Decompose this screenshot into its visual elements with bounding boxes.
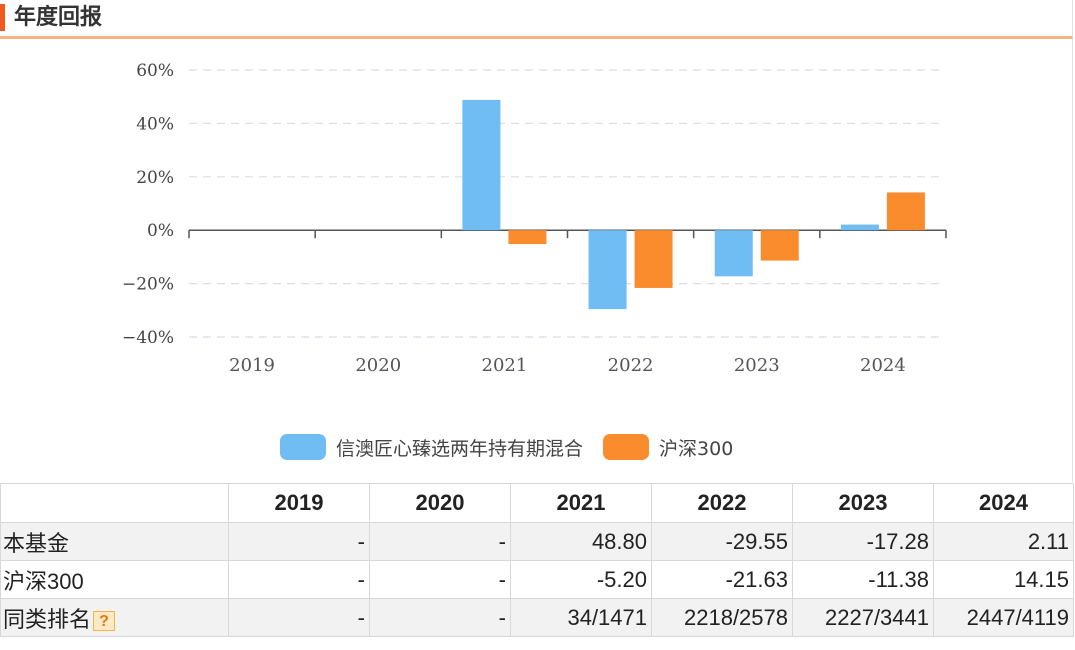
table-cell: - [228, 560, 370, 599]
legend-swatch-index [603, 434, 650, 460]
legend-label-fund: 信澳匠心臻选两年持有期混合 [336, 437, 584, 460]
row-label: 本基金 [0, 522, 229, 561]
annual-return-table-wrap: 2019 2020 2021 2022 2023 2024 本基金 - - 48… [0, 483, 1074, 637]
table-row-index: 沪深300 - - -5.20 -21.63 -11.38 14.15 [0, 560, 1074, 599]
table-cell: - [228, 522, 370, 561]
table-cell: - [369, 560, 511, 599]
annual-return-table: 2019 2020 2021 2022 2023 2024 本基金 - - 48… [0, 483, 1074, 637]
annual-return-chart: 60% 40% 20% 0% −20% −40% 2019 2020 2021 2022 2023 2… [0, 39, 1073, 482]
table-header-cell: 2021 [510, 483, 652, 523]
table-cell: -17.28 [792, 522, 934, 561]
legend-item-index[interactable]: 沪深300 [603, 434, 733, 461]
table-cell: 2218/2578 [651, 598, 793, 637]
table-header-row: 2019 2020 2021 2022 2023 2024 [0, 483, 1074, 523]
table-cell: 48.80 [510, 522, 652, 561]
bar-index [634, 230, 673, 288]
table-cell: 14.15 [933, 560, 1074, 599]
row-label-cell: 同类排名? [0, 598, 229, 637]
table-cell: 34/1471 [510, 598, 652, 637]
bar-fund [588, 230, 627, 310]
y-tick-label: −40% [122, 328, 174, 348]
table-cell: 2447/4119 [933, 598, 1074, 637]
y-tick-label: −20% [122, 275, 174, 295]
table-row-rank: 同类排名? - - 34/1471 2218/2578 2227/3441 24… [0, 598, 1074, 637]
legend-swatch-fund [280, 434, 326, 460]
x-tick-label: 2019 [229, 355, 275, 376]
table-cell: -21.63 [651, 560, 793, 599]
table-row-fund: 本基金 - - 48.80 -29.55 -17.28 2.11 [0, 522, 1074, 561]
bar-fund [840, 224, 879, 231]
table-header-cell: 2022 [651, 483, 793, 523]
table-cell: - [369, 598, 511, 637]
bar-index [886, 192, 925, 231]
x-tick-label: 2023 [734, 355, 780, 376]
help-icon[interactable]: ? [93, 610, 116, 631]
table-header-cell [0, 483, 229, 523]
chart-svg: 60% 40% 20% 0% −20% −40% 2019 2020 2021 2022 2023 2… [122, 61, 947, 376]
row-label: 同类排名 [3, 606, 92, 632]
table-cell: - [228, 598, 370, 637]
legend-label-index: 沪深300 [659, 437, 734, 460]
table-cell: -5.20 [510, 560, 652, 599]
y-tick-label: 20% [136, 168, 174, 188]
table-cell: -29.55 [651, 522, 793, 561]
section-title: 年度回报 [14, 5, 103, 30]
x-tick-label: 2024 [860, 355, 906, 376]
row-label: 沪深300 [0, 560, 229, 599]
bar-index [760, 230, 799, 261]
x-tick-label: 2022 [608, 355, 654, 376]
table-cell: 2227/3441 [792, 598, 934, 637]
header-accent-bar [0, 4, 5, 31]
y-tick-label: 40% [136, 114, 174, 134]
legend-item-fund[interactable]: 信澳匠心臻选两年持有期混合 [280, 434, 583, 461]
table-header-cell: 2020 [369, 483, 511, 523]
table-header-cell: 2024 [933, 483, 1074, 523]
table-cell: 2.11 [933, 522, 1074, 561]
x-tick-label: 2020 [355, 355, 401, 376]
table-header-cell: 2023 [792, 483, 934, 523]
table-cell: -11.38 [792, 560, 934, 599]
table-header-cell: 2019 [228, 483, 370, 523]
chart-legend: 信澳匠心臻选两年持有期混合 沪深300 [280, 432, 753, 462]
table-cell: - [369, 522, 511, 561]
bar-fund [714, 230, 753, 277]
y-tick-label: 60% [136, 61, 174, 81]
x-tick-label: 2021 [482, 355, 528, 376]
bar-fund [462, 99, 501, 231]
y-tick-label: 0% [147, 221, 174, 241]
section-header: 年度回报 [0, 0, 1073, 39]
bar-index [508, 230, 547, 245]
